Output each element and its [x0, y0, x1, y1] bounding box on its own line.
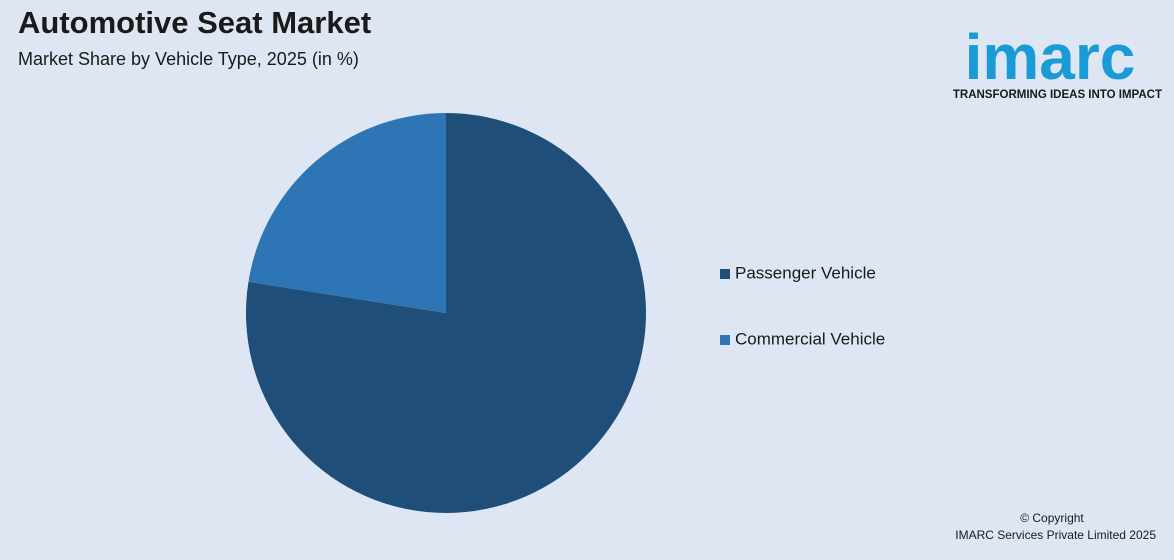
copyright-owner: IMARC Services Private Limited 2025 [955, 528, 1156, 542]
legend-swatch [720, 335, 730, 345]
chart-title: Automotive Seat Market [18, 5, 371, 40]
chart-subtitle: Market Share by Vehicle Type, 2025 (in %… [18, 49, 359, 69]
legend-label: Commercial Vehicle [735, 329, 885, 348]
legend-swatch [720, 269, 730, 279]
logo-tagline: TRANSFORMING IDEAS INTO IMPACT [953, 89, 1162, 101]
logo-name: imarc [965, 21, 1136, 93]
copyright: © Copyright [1020, 511, 1084, 525]
legend-label: Passenger Vehicle [735, 263, 876, 282]
pie-slice [248, 113, 446, 313]
